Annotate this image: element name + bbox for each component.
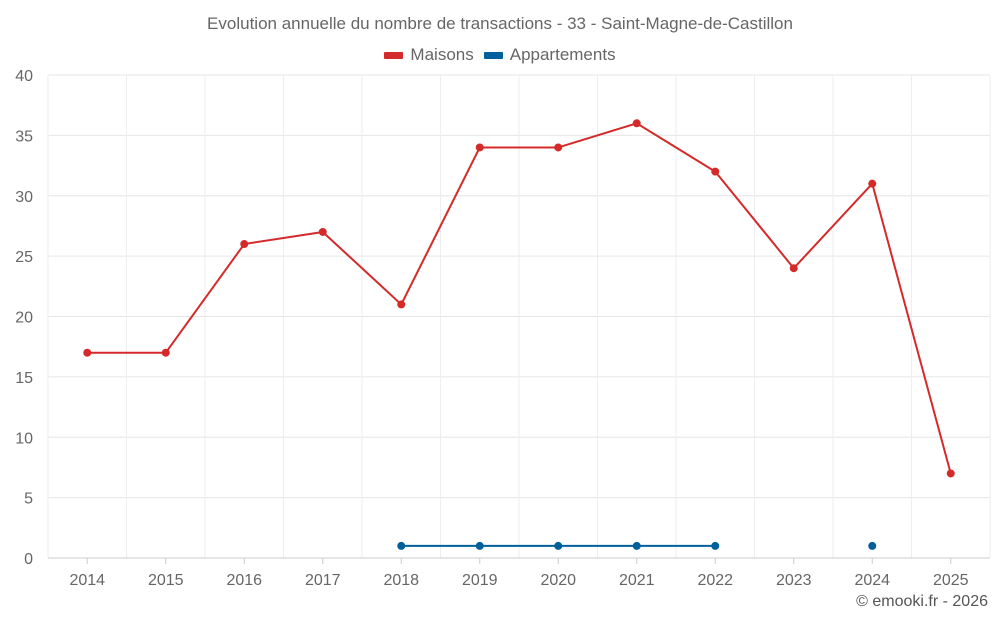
x-tick-label-2017: 2017 — [305, 572, 341, 589]
data-point-appartements-2020[interactable] — [554, 541, 563, 550]
x-tick-label-2021: 2021 — [619, 572, 655, 589]
x-tick-label-2014: 2014 — [69, 572, 105, 589]
data-point-appartements-2021[interactable] — [632, 541, 641, 550]
legend-swatch-appartements — [483, 51, 503, 59]
legend-label-maisons: Maisons — [410, 45, 474, 64]
y-tick-label-40: 40 — [15, 68, 33, 85]
y-tick-label-20: 20 — [15, 310, 33, 327]
legend-item-appartements[interactable]: Appartements — [483, 45, 616, 65]
data-point-maisons-2023[interactable] — [789, 264, 798, 273]
x-tick-label-2022: 2022 — [697, 572, 733, 589]
legend-item-maisons[interactable]: Maisons — [384, 45, 474, 65]
data-point-maisons-2016[interactable] — [240, 240, 249, 249]
chart-title: Evolution annuelle du nombre de transact… — [207, 14, 793, 33]
x-tick-label-2015: 2015 — [148, 572, 184, 589]
data-point-maisons-2019[interactable] — [475, 143, 484, 152]
data-point-maisons-2025[interactable] — [946, 469, 955, 478]
data-point-maisons-2021[interactable] — [632, 119, 641, 128]
y-tick-label-10: 10 — [15, 430, 33, 447]
y-tick-label-15: 15 — [15, 370, 33, 387]
legend-label-appartements: Appartements — [509, 45, 616, 64]
data-point-maisons-2015[interactable] — [161, 348, 170, 357]
data-point-appartements-2024[interactable] — [868, 541, 877, 550]
x-tick-label-2024: 2024 — [854, 572, 890, 589]
data-point-maisons-2018[interactable] — [397, 300, 406, 309]
data-point-appartements-2022[interactable] — [711, 541, 720, 550]
x-tick-label-2018: 2018 — [383, 572, 419, 589]
x-tick-label-2023: 2023 — [776, 572, 812, 589]
data-point-maisons-2020[interactable] — [554, 143, 563, 152]
data-point-maisons-2022[interactable] — [711, 167, 720, 176]
series-line-maisons-0 — [87, 122, 952, 474]
y-tick-label-5: 5 — [24, 491, 33, 508]
x-tick-label-2019: 2019 — [462, 572, 498, 589]
data-point-appartements-2018[interactable] — [397, 541, 406, 550]
x-tick-label-2020: 2020 — [540, 572, 576, 589]
data-point-maisons-2017[interactable] — [318, 227, 327, 236]
y-tick-label-0: 0 — [24, 551, 33, 568]
data-point-maisons-2024[interactable] — [868, 179, 877, 188]
y-tick-label-25: 25 — [15, 249, 33, 266]
x-tick-label-2025: 2025 — [933, 572, 969, 589]
credit: © emooki.fr - 2026 — [856, 593, 988, 610]
y-tick-label-35: 35 — [15, 128, 33, 145]
y-tick-label-30: 30 — [15, 189, 33, 206]
data-point-appartements-2019[interactable] — [475, 541, 484, 550]
legend: Maisons Appartements — [0, 45, 1000, 65]
legend-swatch-maisons — [384, 51, 404, 59]
data-point-maisons-2014[interactable] — [83, 348, 92, 357]
x-tick-label-2016: 2016 — [226, 572, 262, 589]
